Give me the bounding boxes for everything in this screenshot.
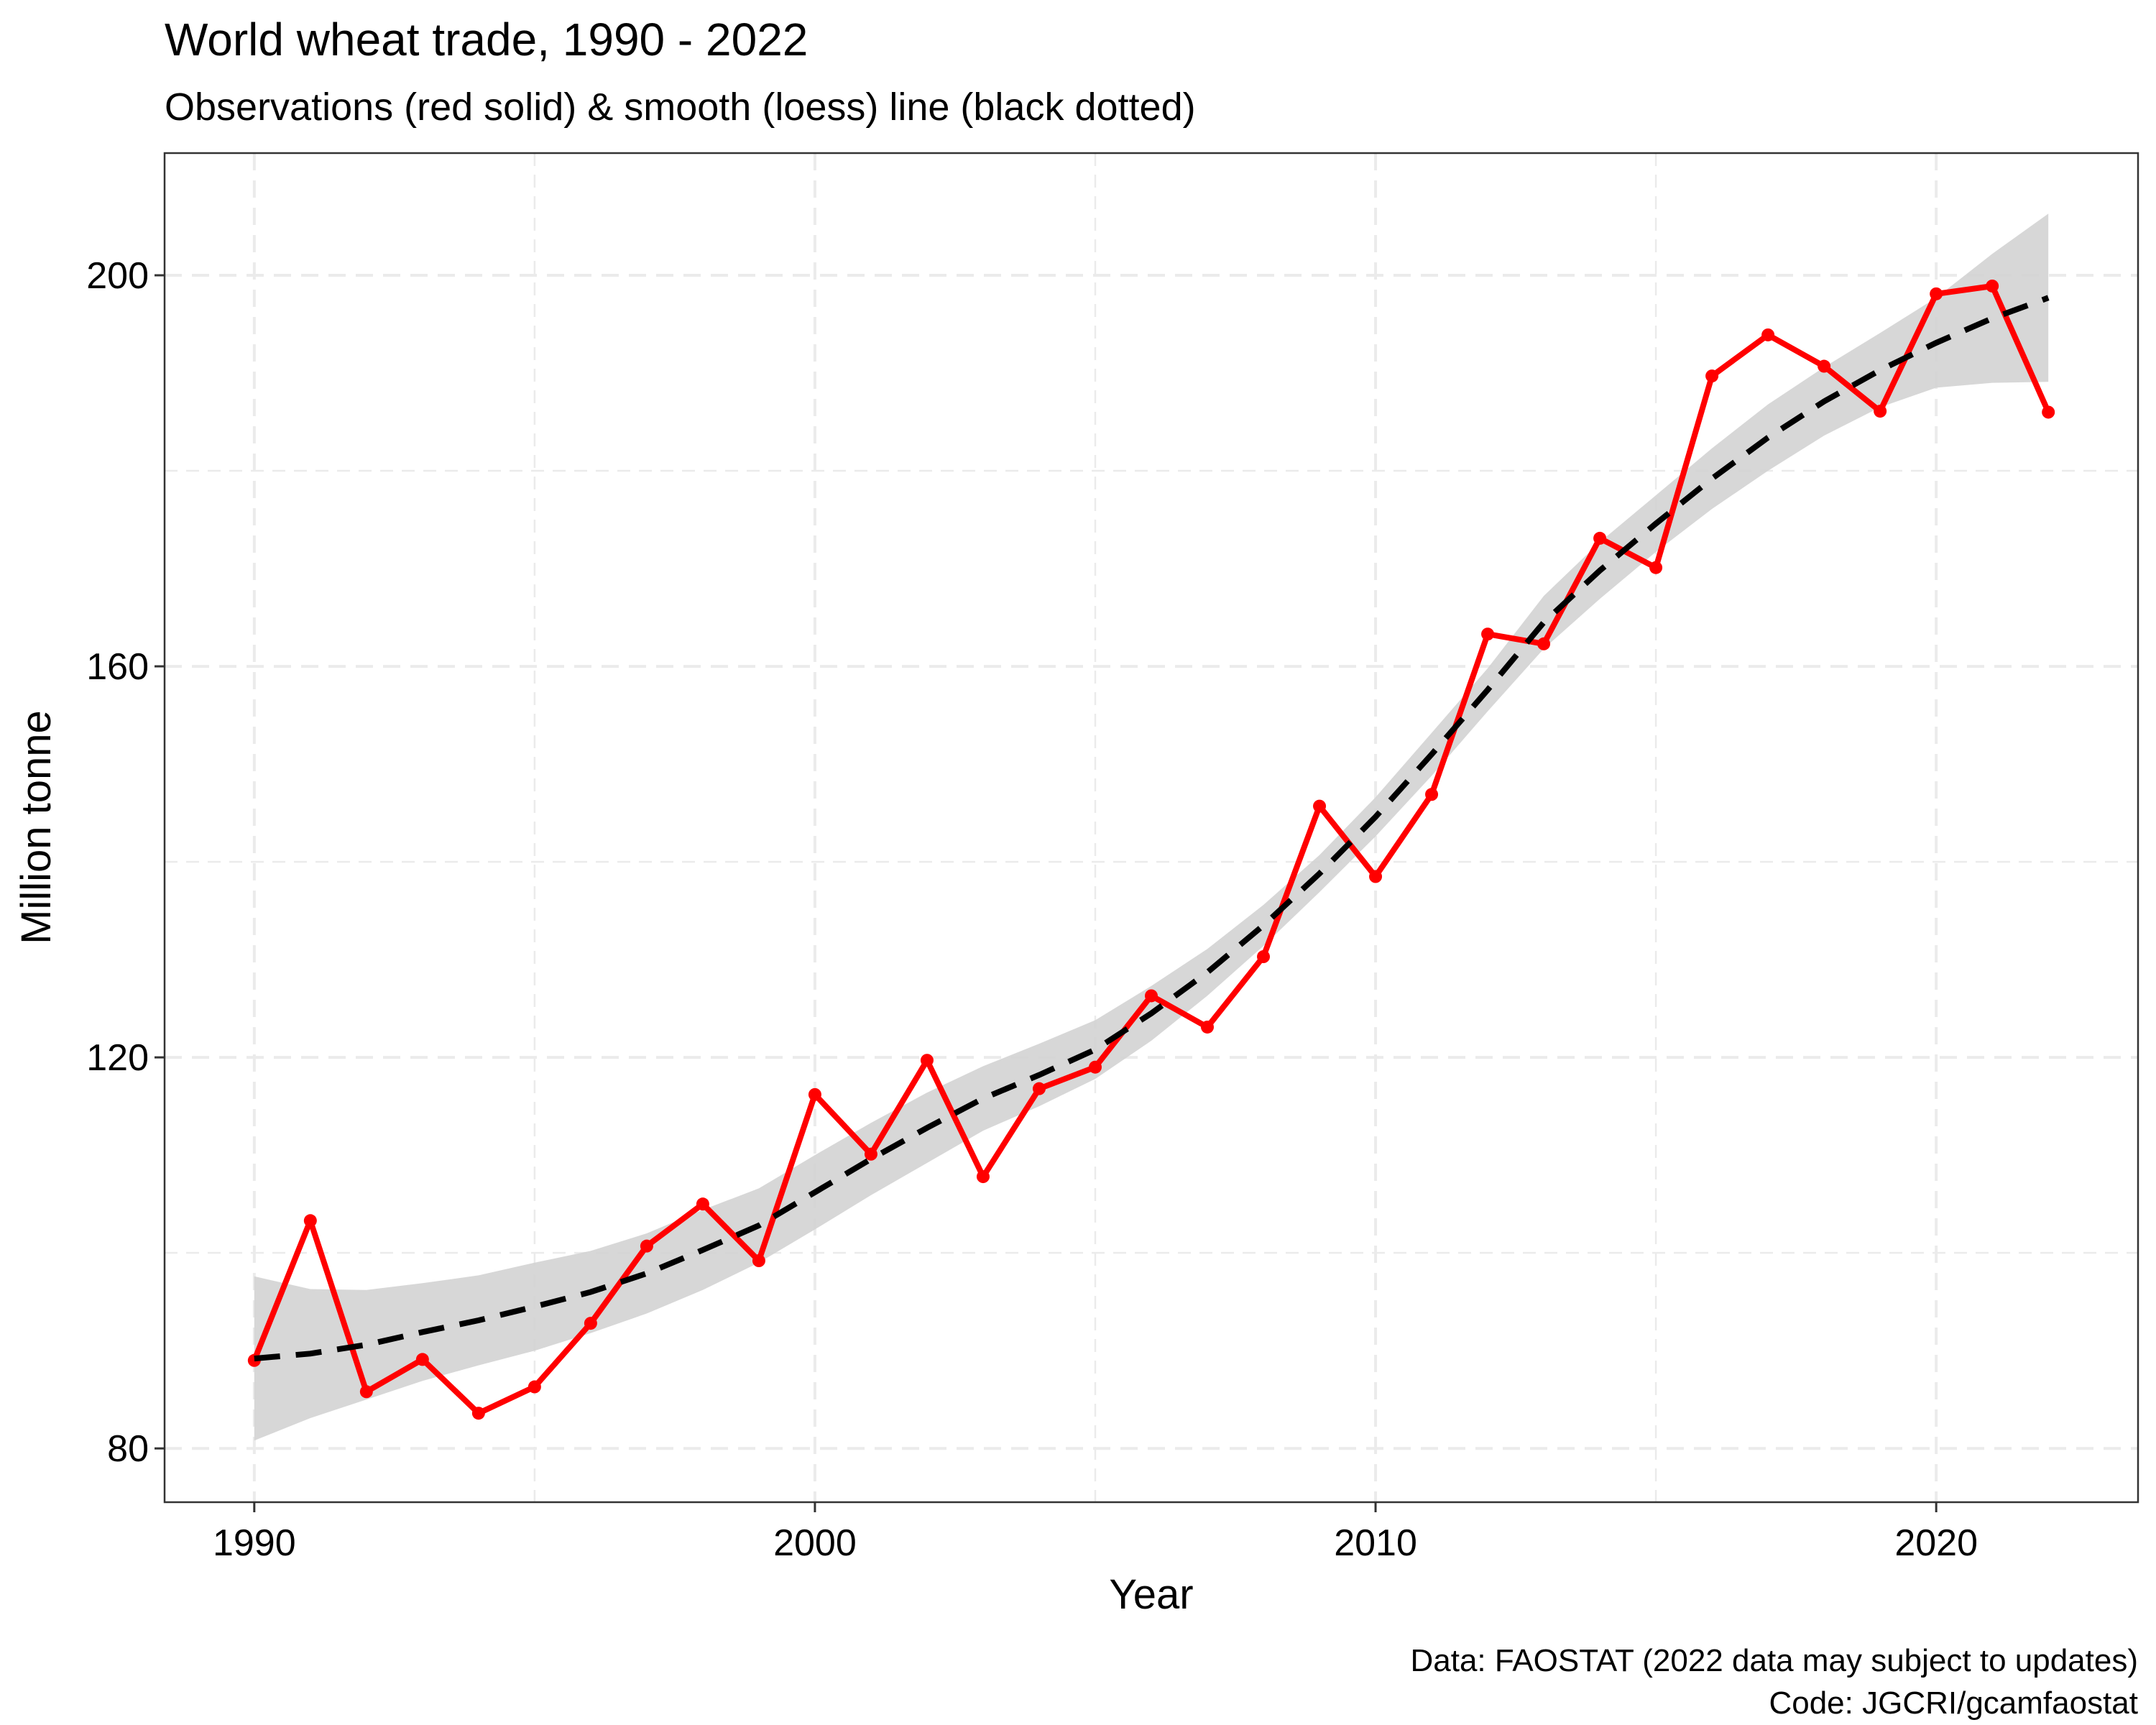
observation-point [1593, 531, 1607, 545]
observation-point [1761, 328, 1775, 341]
observation-point [1088, 1060, 1102, 1074]
observation-point [976, 1170, 990, 1184]
chart-title: World wheat trade, 1990 - 2022 [165, 14, 808, 65]
x-axis-title: Year [1109, 1571, 1193, 1618]
x-axis: 1990 2000 2010 2020 [213, 1502, 1978, 1564]
y-tick-label: 80 [107, 1428, 149, 1470]
plot-panel [163, 152, 2139, 1504]
observation-point [640, 1239, 653, 1253]
caption-code-source: Code: JGCRI/gcamfaostat [1769, 1685, 2138, 1721]
confidence-band [254, 213, 2049, 1441]
observation-point [864, 1147, 877, 1161]
y-tick-label: 120 [86, 1037, 149, 1079]
observation-point [1986, 279, 1999, 293]
observation-point [1032, 1082, 1046, 1095]
x-tick-label: 1990 [213, 1522, 296, 1564]
x-tick-label: 2010 [1334, 1522, 1417, 1564]
observation-point [1145, 989, 1158, 1003]
observation-point [2042, 405, 2055, 419]
smooth-loess-line [254, 295, 2050, 1362]
observation-point [1705, 369, 1719, 383]
observation-point [584, 1317, 597, 1330]
observation-point [1537, 637, 1551, 650]
observation-point [1201, 1020, 1215, 1034]
observation-point [359, 1385, 373, 1399]
observation-point [1818, 359, 1831, 373]
observation-point [471, 1407, 485, 1420]
observation-point [808, 1087, 821, 1101]
observation-point [1425, 788, 1439, 801]
observation-point [1481, 627, 1495, 641]
observation-point [1313, 799, 1327, 813]
chart-subtitle: Observations (red solid) & smooth (loess… [165, 86, 1196, 129]
caption-data-source: Data: FAOSTAT (2022 data may subject to … [1410, 1643, 2138, 1678]
observation-point [1930, 287, 1943, 300]
observation-point [920, 1054, 934, 1067]
y-tick-label: 200 [86, 255, 149, 297]
y-axis-title: Million tonne [13, 710, 60, 944]
observation-point [696, 1197, 709, 1211]
observation-point [1257, 950, 1271, 964]
x-tick-label: 2020 [1894, 1522, 1978, 1564]
observation-point [1874, 405, 1887, 418]
observation-point [1369, 870, 1383, 883]
observation-point [752, 1254, 765, 1268]
observation-points [247, 279, 2055, 1420]
x-tick-label: 2000 [773, 1522, 857, 1564]
y-axis: 80 120 160 200 [86, 255, 165, 1470]
observation-point [415, 1353, 429, 1366]
y-tick-label: 160 [86, 646, 149, 688]
observation-point [528, 1380, 541, 1394]
observation-point [1649, 561, 1663, 574]
panel-border [163, 152, 2139, 1504]
observation-point [303, 1214, 317, 1228]
